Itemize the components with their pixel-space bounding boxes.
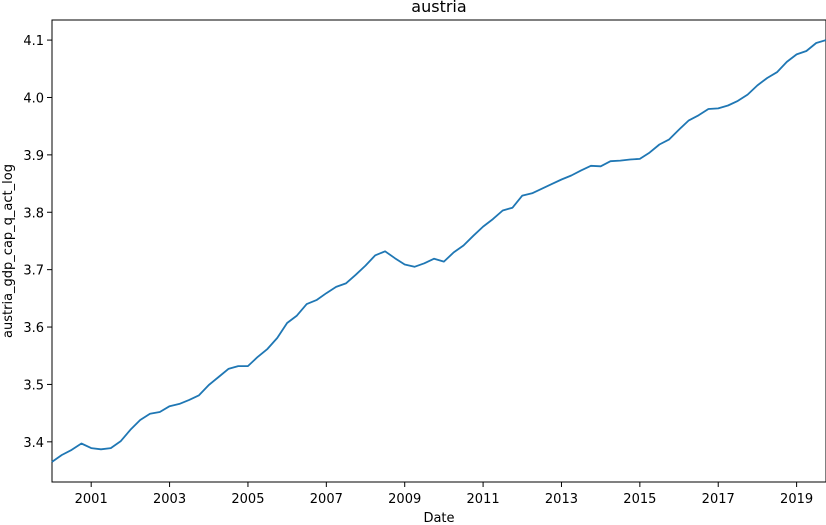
x-tick-label: 2009	[388, 492, 421, 507]
x-tick-label: 2003	[153, 492, 186, 507]
y-tick-label: 3.6	[23, 321, 44, 336]
x-axis-label: Date	[423, 511, 454, 525]
y-tick-label: 4.1	[23, 34, 44, 49]
x-tick-label: 2013	[545, 492, 578, 507]
x-tick-label: 2017	[702, 492, 735, 507]
y-tick-label: 3.5	[23, 378, 44, 393]
y-tick-label: 3.7	[23, 264, 44, 279]
x-tick-label: 2019	[780, 492, 813, 507]
y-tick-label: 4.0	[23, 91, 44, 106]
series-line	[51, 39, 826, 463]
x-tick-label: 2015	[623, 492, 656, 507]
x-tick-label: 2007	[310, 492, 343, 507]
chart-title: austria	[411, 0, 466, 16]
x-tick-label: 2011	[467, 492, 500, 507]
plot-frame	[51, 19, 826, 483]
y-tick-label: 3.4	[23, 436, 44, 451]
y-axis: 3.4 3.5 3.6 3.7 3.8 3.9 4.0 4.1	[23, 34, 52, 451]
y-tick-label: 3.9	[23, 149, 44, 164]
x-tick-label: 2001	[75, 492, 108, 507]
x-tick-label: 2005	[231, 492, 264, 507]
y-tick-label: 3.8	[23, 206, 44, 221]
y-axis-label: austria_gdp_cap_q_act_log	[1, 164, 16, 338]
x-axis: 2001 2003 2005 2007 2009 2011 2013 2015 2017 2019	[75, 482, 813, 507]
